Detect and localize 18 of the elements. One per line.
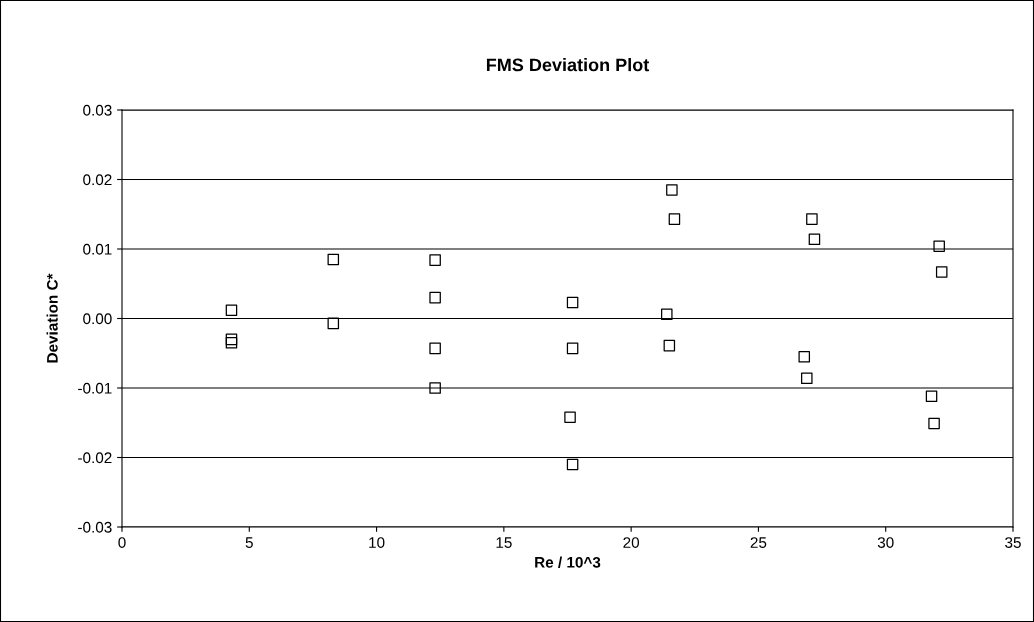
x-axis-title: Re / 10^3 — [535, 556, 601, 568]
y-tick-label: 0.03 — [83, 104, 112, 116]
x-tick-label: 25 — [750, 537, 767, 548]
y-axis-title: Deviation C* — [46, 273, 58, 363]
x-tick-label: 30 — [877, 537, 894, 548]
chart-title: FMS Deviation Plot — [486, 58, 650, 72]
y-tick-label: 0.01 — [83, 243, 112, 255]
y-tick-label: -0.01 — [78, 382, 112, 394]
x-tick-label: 20 — [623, 537, 640, 548]
x-tick-label: 5 — [245, 537, 253, 548]
x-tick-label: 35 — [1005, 537, 1021, 548]
y-tick-label: 0.02 — [83, 174, 112, 186]
x-tick-label: 0 — [118, 537, 126, 548]
x-tick-label: 10 — [369, 537, 385, 548]
y-tick-label: -0.02 — [78, 452, 112, 464]
y-tick-label: 0.00 — [83, 313, 112, 325]
x-tick-label: 15 — [496, 537, 512, 548]
y-tick-label: -0.03 — [78, 521, 112, 533]
